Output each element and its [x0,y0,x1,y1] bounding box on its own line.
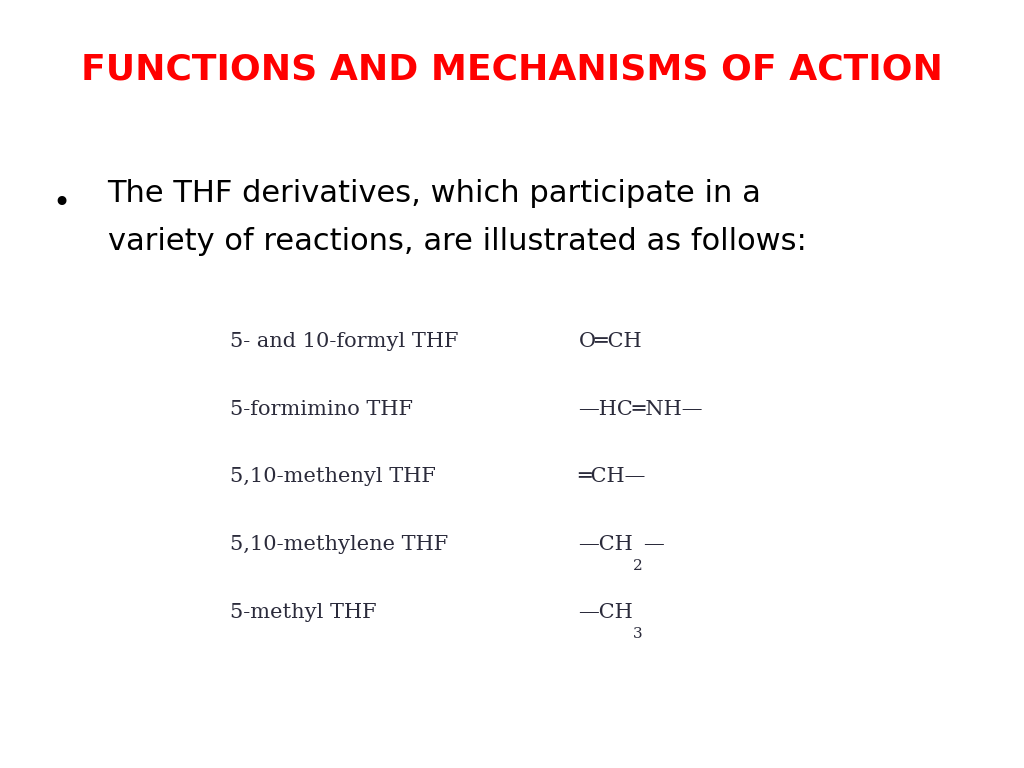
Text: —: — [643,535,664,554]
Text: O═CH: O═CH [579,333,642,351]
Text: 2: 2 [633,559,643,573]
Text: —HC═NH—: —HC═NH— [579,400,703,419]
Text: ═CH—: ═CH— [579,468,646,486]
Text: •: • [52,189,71,218]
Text: FUNCTIONS AND MECHANISMS OF ACTION: FUNCTIONS AND MECHANISMS OF ACTION [81,52,943,86]
Text: 5,10-methylene THF: 5,10-methylene THF [230,535,449,554]
Text: 5-methyl THF: 5-methyl THF [230,603,377,621]
Text: 5-formimino THF: 5-formimino THF [230,400,414,419]
Text: 5- and 10-formyl THF: 5- and 10-formyl THF [230,333,459,351]
Text: The THF derivatives, which participate in a: The THF derivatives, which participate i… [108,179,762,208]
Text: variety of reactions, are illustrated as follows:: variety of reactions, are illustrated as… [108,227,806,257]
Text: —CH: —CH [579,603,633,621]
Text: 3: 3 [633,627,643,641]
Text: —CH: —CH [579,535,633,554]
Text: 5,10-methenyl THF: 5,10-methenyl THF [230,468,436,486]
